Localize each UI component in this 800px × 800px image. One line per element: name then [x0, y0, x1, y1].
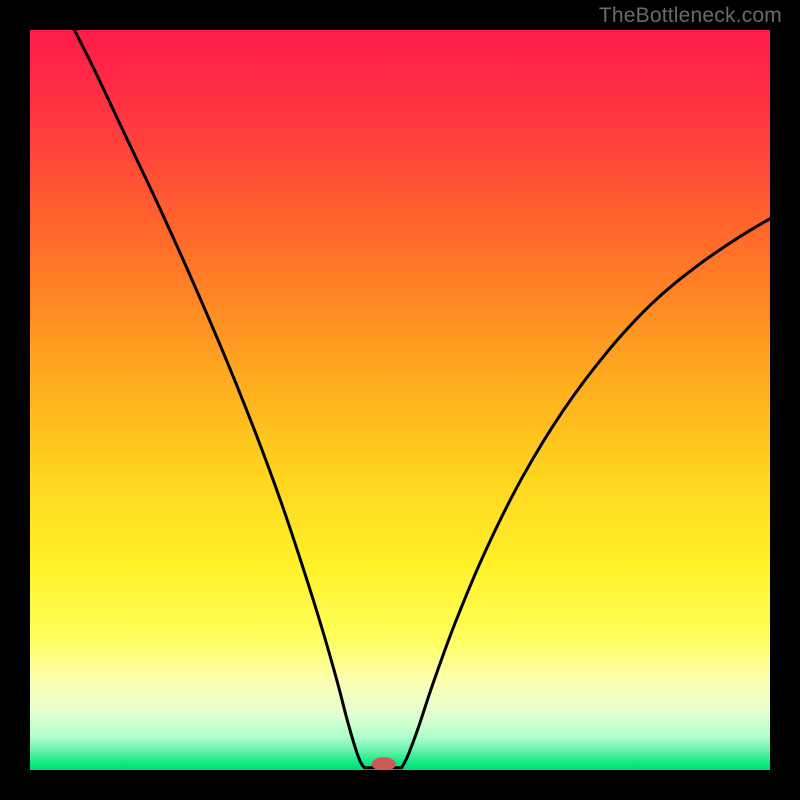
gradient-background [30, 30, 770, 770]
chart-svg [30, 30, 770, 770]
chart-container: TheBottleneck.com [0, 0, 800, 800]
watermark-text: TheBottleneck.com [599, 4, 782, 28]
plot-area [30, 30, 770, 770]
